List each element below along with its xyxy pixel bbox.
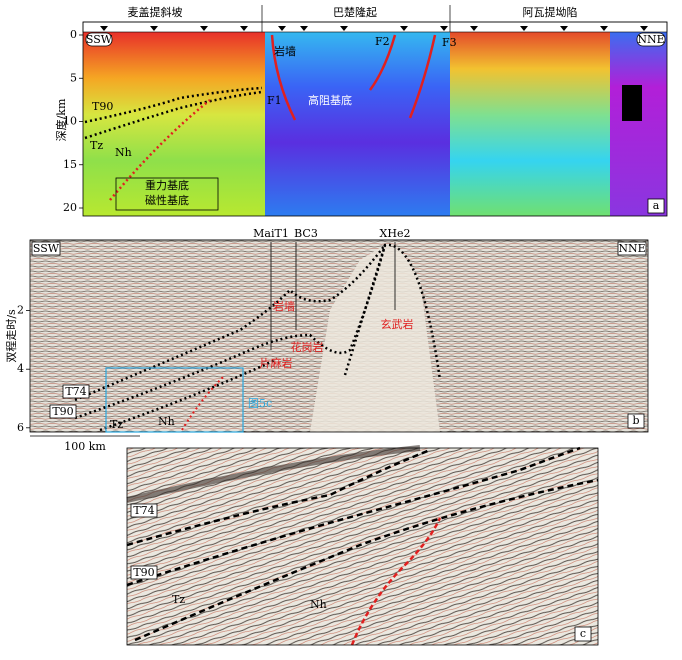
tz-horizon: [99, 358, 276, 432]
label-box: [31, 241, 61, 256]
fault: [350, 517, 442, 646]
resistivity-left: [83, 32, 265, 216]
annotation: Tz: [90, 139, 103, 152]
zoom-box: [105, 367, 244, 433]
y-tick-label: 2: [17, 304, 24, 317]
frame: [126, 447, 599, 646]
y-tick-label: 20: [63, 201, 77, 214]
t90-horizon: [74, 244, 387, 420]
annotation: 图5c: [248, 397, 272, 410]
annotation: 重力基底: [145, 178, 189, 192]
annotation: Nh: [115, 146, 132, 159]
t90-horizon: [126, 446, 581, 587]
well-label: BC3: [294, 227, 318, 240]
black-body: [622, 85, 642, 121]
region-label: 麦盖提斜坡: [128, 5, 183, 19]
fault-f3: [408, 34, 437, 119]
label-box: [636, 32, 666, 47]
annotation: T90: [92, 100, 113, 113]
annotation: Nh: [310, 598, 327, 611]
letter-box: [627, 413, 645, 429]
label-box: [49, 404, 77, 419]
y-tick-label: 0: [70, 28, 77, 41]
annotation: F2: [375, 35, 390, 48]
y-tick-label: 5: [70, 71, 77, 84]
stations: [100, 26, 648, 31]
fault-f1: [270, 34, 297, 121]
end-label: NNE: [637, 33, 664, 46]
end-label: SSW: [86, 33, 113, 46]
region-label: 阿瓦提坳陷: [523, 5, 578, 19]
y-tick-label: 4: [17, 362, 24, 375]
panel-letter: a: [653, 199, 660, 212]
basement-zone: [290, 245, 440, 432]
fault-f2: [368, 34, 397, 91]
y-axis-label: 深度/km: [54, 98, 68, 141]
label-box: [617, 241, 647, 256]
annotation: Tz: [172, 593, 185, 606]
resistivity-right: [450, 32, 610, 216]
end-label: NNE: [618, 242, 645, 255]
seismic-section: [127, 448, 598, 645]
region-label: 巴楚隆起: [333, 5, 377, 19]
annotation: 花岗岩: [291, 340, 324, 354]
y-tick-label: 10: [63, 115, 77, 128]
well-label: XHe2: [380, 227, 411, 240]
y-tick-label: 15: [63, 158, 77, 171]
scale-label: 100 km: [64, 440, 106, 453]
annotation: F1: [267, 94, 282, 107]
frame: [29, 239, 649, 433]
resistivity-middle: [265, 32, 450, 216]
annotation: T74: [65, 385, 86, 398]
annotation: 玄武岩: [381, 317, 414, 331]
annotation: T74: [133, 504, 154, 517]
basalt-boundary: [343, 243, 442, 381]
letter-box: [647, 198, 665, 214]
t90-horizon: [84, 86, 263, 124]
fault: [109, 99, 211, 201]
annotation: Nh: [158, 415, 175, 428]
station-bar: [82, 21, 668, 33]
annotation: Tz: [110, 418, 123, 431]
label-box: [130, 565, 158, 580]
annotation: 磁性基底: [145, 193, 189, 207]
panel-letter: c: [580, 627, 586, 640]
tz-horizon: [134, 478, 599, 642]
resistivity-far-right: [610, 32, 667, 216]
panel-c: T74 T90 Tz Nh c: [126, 445, 599, 646]
annotation: 岩墙: [274, 44, 296, 58]
frame: [82, 21, 668, 217]
y-axis-label: 双程走时/s: [5, 309, 18, 363]
label-box: [62, 384, 90, 399]
annotation: T90: [133, 566, 154, 579]
annotation: T90: [52, 405, 73, 418]
y-tick-label: 6: [17, 421, 24, 434]
panel-letter: b: [632, 414, 639, 427]
fault: [181, 374, 226, 431]
annotation: 高阻基底: [308, 93, 352, 107]
label-box: [85, 32, 113, 47]
annotation: 岩墙: [273, 299, 295, 313]
annotation: F3: [442, 36, 457, 49]
t74-horizon: [126, 448, 431, 547]
label-box: [130, 503, 158, 518]
t74-horizon: [74, 244, 386, 402]
tz-horizon: [84, 90, 263, 140]
well-label: MaiT1: [253, 227, 289, 240]
letter-box: [574, 626, 592, 642]
panel-b: SSW NNE MaiT1 BC3 XHe2 双程走时/s 岩墙 花岗岩 玄武岩…: [5, 227, 649, 453]
legend-box: [115, 177, 219, 211]
end-label: SSW: [33, 242, 60, 255]
panel-a: 麦盖提斜坡 巴楚隆起 阿瓦提坳陷 SSW NNE 深度/km 岩墙 F1 F2 …: [54, 5, 668, 217]
annotation: 片麻岩: [260, 356, 293, 370]
